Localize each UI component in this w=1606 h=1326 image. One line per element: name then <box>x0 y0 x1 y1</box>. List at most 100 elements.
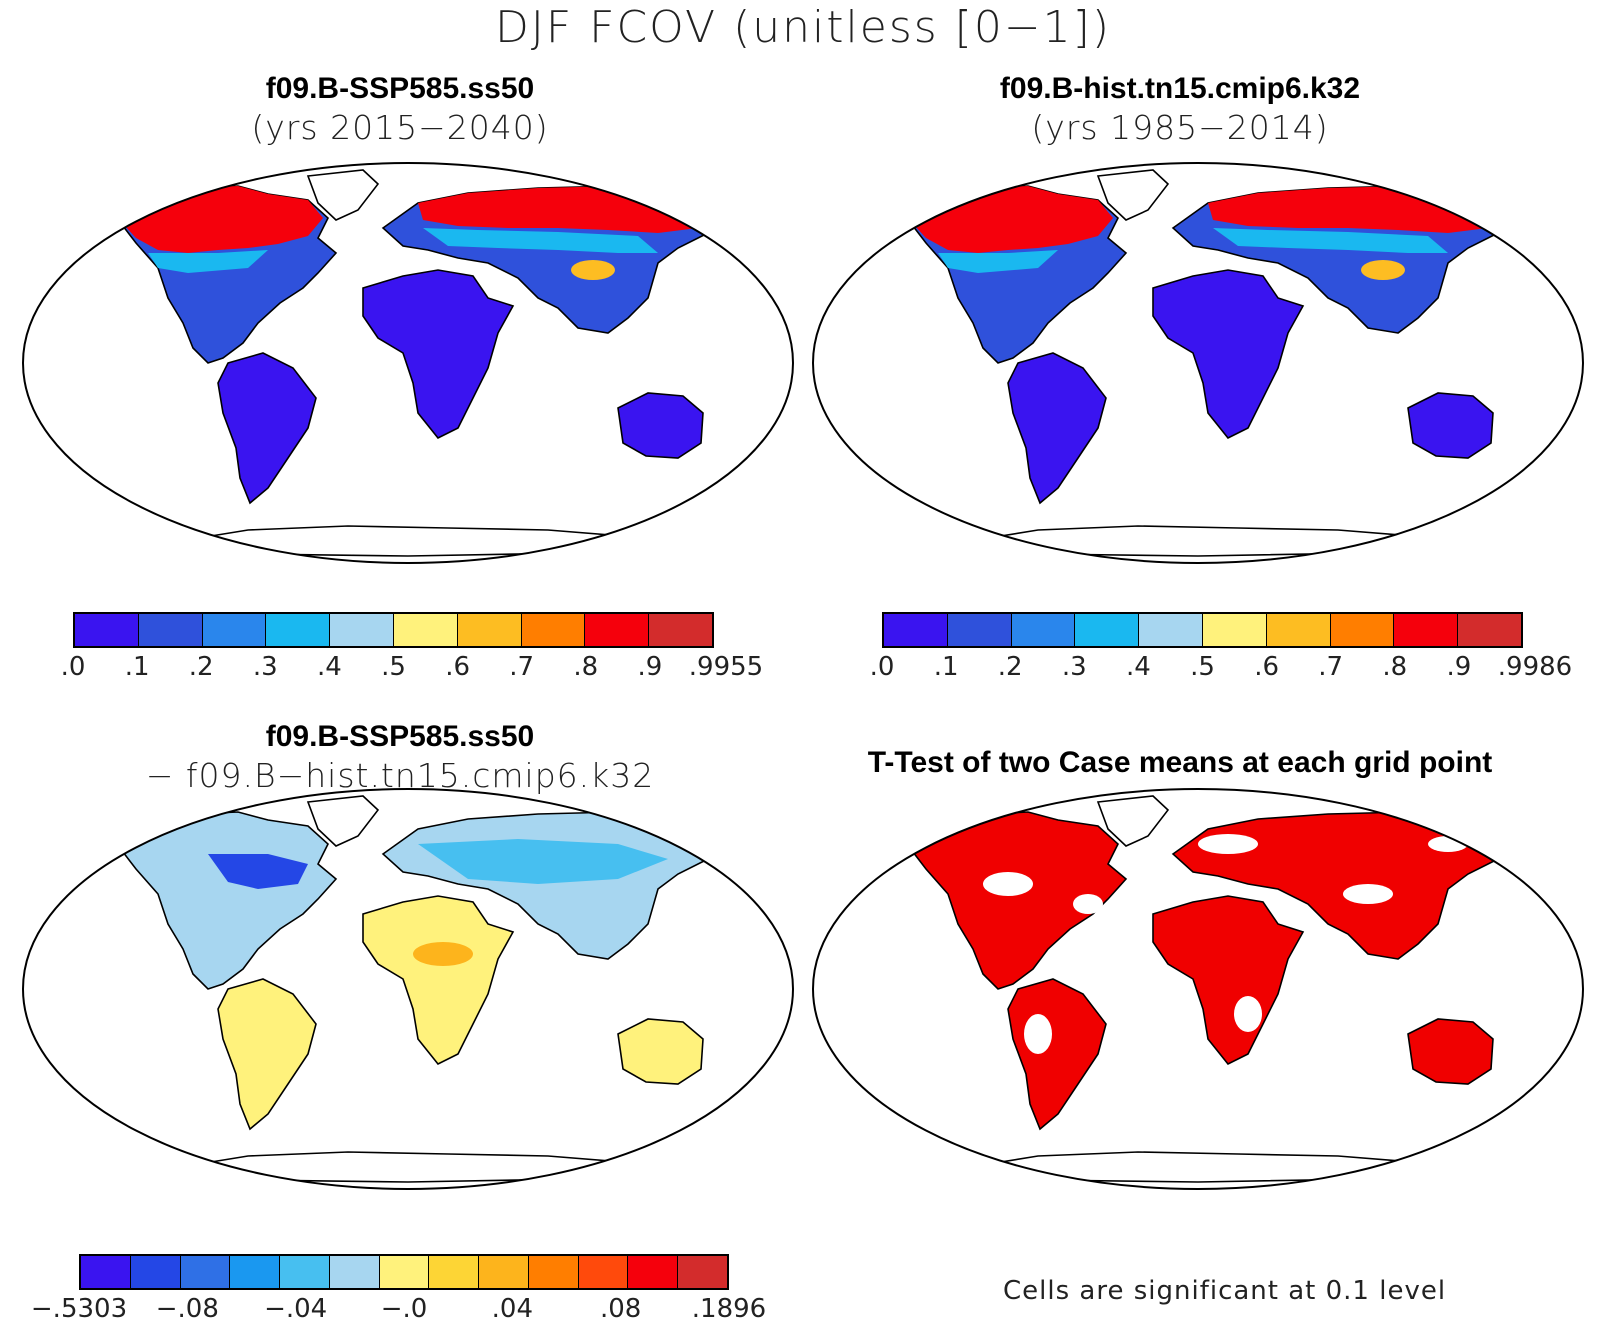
map-border <box>812 162 1584 564</box>
non-significant-area <box>1024 1014 1052 1054</box>
colorbar-tick-label: −.08 <box>155 1294 219 1324</box>
negative-change-patch <box>208 854 308 889</box>
colorbar-tick-label: .9 <box>637 652 663 682</box>
colorbar-cell <box>578 1256 629 1288</box>
eurasia-change-patch <box>418 839 668 884</box>
panel-title-bottom-left: f09.B-SSP585.ss50 − f09.B−hist.tn15.cmip… <box>80 720 720 795</box>
colorbar-cell <box>202 614 267 646</box>
landmass-greenland <box>1096 795 1170 847</box>
map-border <box>22 788 794 1190</box>
colorbar-tick-label: .8 <box>1382 652 1408 682</box>
landmass-antarctica <box>167 525 649 557</box>
landmass-samerica <box>1007 352 1107 505</box>
landmass-antarctica <box>957 525 1439 557</box>
landmass-africa <box>362 269 515 440</box>
colorbar-tick-label: .6 <box>1254 652 1279 682</box>
colorbar-cell <box>884 614 948 646</box>
colorbar-cell <box>585 614 650 646</box>
colorbar-cell <box>528 1256 579 1288</box>
colorbar-bottom-left <box>79 1254 729 1290</box>
landmass-africa <box>1152 269 1305 440</box>
colorbar-tick-label: .1 <box>933 652 959 682</box>
landmass-samerica <box>217 978 317 1131</box>
transition-band-eurasia <box>423 228 658 253</box>
colorbar-cell <box>678 1256 727 1288</box>
landmass-australia <box>617 1018 704 1085</box>
non-significant-area <box>983 872 1033 896</box>
colorbar-cell <box>230 1256 281 1288</box>
map-top-left <box>22 162 794 564</box>
colorbar-labels-top-right: .0 .1 .2 .3 .4 .5 .6 .7 .8 .9 .9986 <box>0 652 1606 684</box>
colorbar-cell <box>1266 614 1331 646</box>
colorbar-tick-label: .3 <box>1061 652 1087 682</box>
colorbar-cell <box>947 614 1012 646</box>
bottom-left-case-name: f09.B-SSP585.ss50 <box>265 720 535 753</box>
colorbar-tick-label: .8 <box>573 652 599 682</box>
colorbar-cell <box>429 1256 480 1288</box>
top-left-case-name: f09.B-SSP585.ss50 <box>265 72 535 105</box>
landmass-greenland <box>306 169 380 221</box>
colorbar-tick-label: .9986 <box>1497 652 1573 682</box>
colorbar-cell <box>1458 614 1521 646</box>
colorbar-tick-label: .0 <box>60 652 86 682</box>
colorbar-tick-label: −.0 <box>380 1294 428 1324</box>
sahel-positive-patch <box>413 942 473 966</box>
colorbar-cell <box>130 1256 181 1288</box>
colorbar-tick-label: .6 <box>445 652 470 682</box>
colorbar-tick-label: .7 <box>509 652 535 682</box>
non-significant-area <box>1343 884 1393 904</box>
ttest-title: T-Test of two Case means at each grid po… <box>867 746 1493 779</box>
panel-title-top-left: f09.B-SSP585.ss50 (yrs 2015−2040) <box>100 72 700 147</box>
colorbar-tick-label: .7 <box>1318 652 1344 682</box>
colorbar-cell <box>330 614 394 646</box>
landmass-africa <box>362 895 515 1066</box>
top-right-years: (yrs 1985−2014) <box>1031 108 1329 147</box>
colorbar-cell <box>1202 614 1267 646</box>
map-bottom-right <box>812 788 1584 1190</box>
panel-title-bottom-right: T-Test of two Case means at each grid po… <box>830 746 1530 780</box>
colorbar-cell <box>479 1256 529 1288</box>
landmass-australia <box>1407 392 1494 459</box>
landmass-africa <box>1152 895 1305 1066</box>
colorbar-tick-label: .04 <box>491 1294 534 1324</box>
colorbar-tick-label: .9 <box>1446 652 1472 682</box>
colorbar-cell <box>379 1256 430 1288</box>
colorbar-cell <box>81 1256 131 1288</box>
non-significant-area <box>1198 834 1258 854</box>
top-left-years: (yrs 2015−2040) <box>251 108 549 147</box>
colorbar-cell <box>1139 614 1203 646</box>
transition-band-namerica <box>148 250 268 273</box>
colorbar-tick-label: .4 <box>316 652 342 682</box>
colorbar-cell <box>393 614 458 646</box>
landmass-namerica <box>111 811 338 990</box>
colorbar-cell <box>1075 614 1140 646</box>
colorbar-tick-label: .5 <box>1190 652 1215 682</box>
landmass-antarctica <box>167 1151 649 1183</box>
landmass-eurasia <box>1171 811 1510 960</box>
map-border <box>812 788 1584 1190</box>
landmass-namerica <box>901 811 1128 990</box>
colorbar-labels-bottom-left: −.5303 −.08 −.04 −.0 .04 .08 .1896 <box>0 1294 800 1326</box>
colorbar-cell <box>280 1256 330 1288</box>
non-significant-area <box>1073 894 1103 914</box>
transition-band-namerica <box>938 250 1058 273</box>
map-top-right <box>812 162 1584 564</box>
tibet-plateau-patch <box>571 260 615 280</box>
colorbar-tick-label: −.5303 <box>30 1294 128 1324</box>
transition-band-eurasia <box>1213 228 1448 253</box>
colorbar-cell <box>266 614 331 646</box>
panel-title-top-right: f09.B-hist.tn15.cmip6.k32 (yrs 1985−2014… <box>880 72 1480 147</box>
colorbar-cell <box>1011 614 1076 646</box>
colorbar-tick-label: −.04 <box>264 1294 328 1324</box>
colorbar-tick-label: .1 <box>124 652 150 682</box>
colorbar-top-left <box>73 612 714 648</box>
top-right-case-name: f09.B-hist.tn15.cmip6.k32 <box>999 72 1361 105</box>
colorbar-cell <box>180 1256 231 1288</box>
colorbar-cell <box>628 1256 679 1288</box>
colorbar-cell <box>1394 614 1459 646</box>
colorbar-tick-label: .5 <box>381 652 406 682</box>
landmass-antarctica <box>957 1151 1439 1183</box>
non-significant-area <box>1234 996 1262 1032</box>
significance-note: Cells are significant at 0.1 level <box>1003 1276 1447 1306</box>
colorbar-cell <box>649 614 712 646</box>
